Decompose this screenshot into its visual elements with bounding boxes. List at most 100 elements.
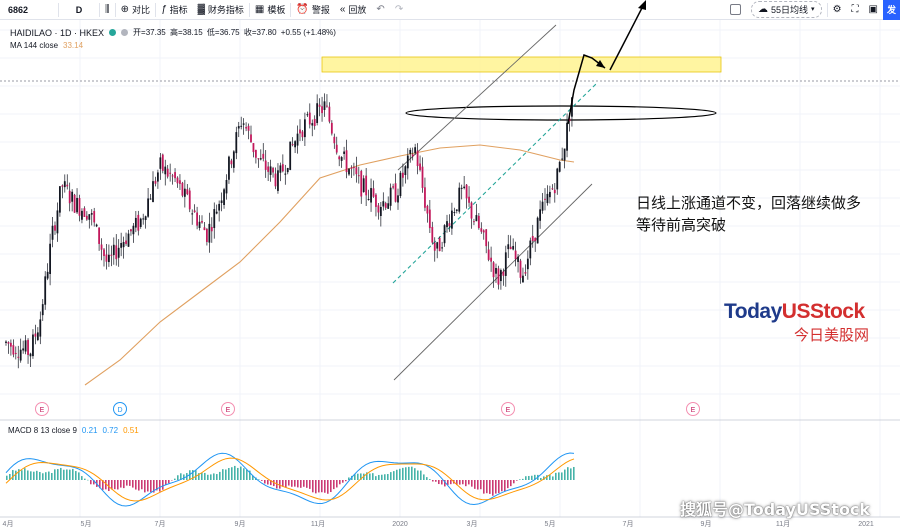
projection-breakout-line[interactable] xyxy=(609,5,644,71)
macd-histogram-bar xyxy=(498,480,500,494)
macd-legend[interactable]: MACD 8 13 close 9 0.21 0.72 0.51 xyxy=(8,426,139,435)
brand-subtitle: 今日美股网 xyxy=(794,326,870,344)
snapshot-button[interactable]: ▣ xyxy=(864,0,883,20)
candle-body xyxy=(350,167,353,169)
macd-histogram-bar xyxy=(333,480,335,490)
macd-histogram-bar xyxy=(321,480,323,493)
candle-body xyxy=(208,223,211,243)
signal-line xyxy=(5,457,575,502)
candle-body xyxy=(174,172,176,179)
candle-body xyxy=(223,189,225,205)
publish-button[interactable]: 发 xyxy=(882,0,900,20)
candle-body xyxy=(460,187,463,189)
macd-histogram-bar xyxy=(465,480,467,487)
event-marker[interactable]: E xyxy=(686,402,700,416)
templates-button[interactable]: ▦ 模板 xyxy=(250,0,290,20)
projection-path[interactable] xyxy=(567,54,606,125)
candle-body xyxy=(36,332,39,341)
fullscreen-button[interactable]: ⛶ xyxy=(847,0,864,20)
candle-body xyxy=(284,173,287,175)
macd-histogram-bar xyxy=(411,466,413,480)
macd-histogram-bar xyxy=(546,475,548,480)
candle-body xyxy=(438,237,441,252)
candle-body xyxy=(49,243,51,274)
macd-histogram-bar xyxy=(36,470,38,480)
macd-histogram-bar xyxy=(570,468,572,480)
ma-legend[interactable]: MA 144 close 33.14 xyxy=(10,41,83,50)
macd-pane xyxy=(5,452,575,507)
symbol-search[interactable]: 6862 xyxy=(0,0,58,20)
time-axis-label: 5月 xyxy=(81,520,92,527)
event-label: E xyxy=(506,407,511,414)
macd-histogram-bar xyxy=(507,480,509,489)
resistance-zone[interactable] xyxy=(321,56,722,73)
divider xyxy=(290,2,292,17)
undo-button[interactable]: ↶ xyxy=(371,0,389,20)
replay-button[interactable]: « 回放 xyxy=(335,0,372,20)
candle-body xyxy=(134,217,137,228)
settings-button[interactable]: ⚙ xyxy=(828,0,847,20)
indicators-button[interactable]: ƒ 指标 xyxy=(156,0,193,20)
breakout-ellipse[interactable] xyxy=(405,105,717,121)
visibility-dot-icon[interactable] xyxy=(121,29,129,36)
event-marker[interactable]: E xyxy=(501,402,515,416)
candle-body xyxy=(95,224,98,227)
event-marker[interactable]: E xyxy=(221,402,235,416)
macd-histogram-bar xyxy=(531,475,533,480)
macd-histogram-bar xyxy=(249,470,251,480)
candle-body xyxy=(61,185,64,187)
candle-body xyxy=(563,148,566,161)
candle-body xyxy=(289,141,292,170)
time-axis-label: 11月 xyxy=(776,520,790,527)
channel-lower-line[interactable] xyxy=(393,183,593,381)
preset-selector[interactable]: ☁ 55日均线 ▾ xyxy=(746,0,827,20)
macd-histogram-bar xyxy=(90,480,92,485)
financials-button[interactable]: ▓ 财务指标 xyxy=(193,0,249,20)
macd-histogram-bar xyxy=(198,473,200,480)
macd-histogram-bar xyxy=(126,480,128,486)
macd-histogram-bar xyxy=(9,474,11,480)
candle-body xyxy=(132,225,135,235)
channel-upper-line[interactable] xyxy=(397,24,557,171)
candle-body xyxy=(522,275,524,283)
macd-histogram-bar xyxy=(459,480,461,485)
candle-body xyxy=(507,244,510,250)
alert-button[interactable]: ⏰ 警报 xyxy=(291,0,334,20)
interval-button[interactable]: D xyxy=(59,0,99,20)
candle-body xyxy=(59,186,61,213)
compare-button[interactable]: ⊕ 对比 xyxy=(116,0,155,20)
candle-body xyxy=(306,114,309,116)
candle-body xyxy=(188,190,191,210)
macd-histogram-bar xyxy=(216,474,218,480)
candlestick-series xyxy=(5,93,573,369)
macd-histogram-bar xyxy=(294,480,296,487)
macd-histogram-bar xyxy=(357,473,359,480)
candle-body xyxy=(568,118,571,122)
candle-body xyxy=(210,226,213,232)
macd-histogram-bar xyxy=(132,480,134,488)
candle-body xyxy=(291,144,294,146)
macd-histogram-bar xyxy=(138,480,140,491)
candle-body xyxy=(421,166,424,188)
macd-histogram-bar xyxy=(393,471,395,480)
candle-body xyxy=(218,203,221,211)
redo-button[interactable]: ↷ xyxy=(390,0,408,20)
chart-type-button[interactable]: ⫼ xyxy=(100,0,115,20)
event-marker[interactable]: E xyxy=(35,402,49,416)
event-marker[interactable]: D xyxy=(113,402,127,416)
analysis-annotation[interactable]: 日线上涨通道不变，回落继续做多 等待前高突破 xyxy=(636,192,876,236)
candle-body xyxy=(482,230,485,233)
macd-histogram-bar xyxy=(204,472,206,480)
channel-midline[interactable] xyxy=(392,83,597,284)
candle-body xyxy=(108,254,110,263)
macd-histogram-bar xyxy=(384,474,386,480)
symbol-fullname[interactable]: HAIDILAO · 1D · HKEX xyxy=(10,27,105,38)
macd-histogram-bar xyxy=(501,480,503,492)
macd-histogram-bar xyxy=(435,480,437,482)
candle-body xyxy=(277,170,279,191)
layout-toggle[interactable] xyxy=(725,0,746,20)
divider xyxy=(826,2,828,17)
candle-body xyxy=(81,210,83,220)
macd-histogram-bar xyxy=(462,480,464,485)
